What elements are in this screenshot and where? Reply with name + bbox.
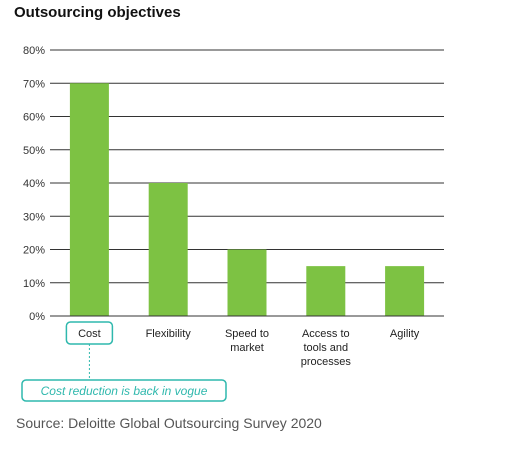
bar-chart: 0% 10% 20% 30% 40% 50% 60% 70% 80% Cost Flexibilit… bbox=[21, 45, 444, 402]
y-tick-label: 80% bbox=[23, 45, 45, 57]
y-tick-label: 60% bbox=[23, 112, 45, 124]
y-tick-label: 0% bbox=[29, 311, 45, 323]
x-tick-label: Flexibility bbox=[146, 328, 192, 340]
y-tick-label: 50% bbox=[23, 145, 45, 157]
bar bbox=[306, 266, 346, 316]
bar bbox=[227, 249, 267, 316]
y-tick-label: 40% bbox=[23, 178, 45, 190]
y-tick-label: 20% bbox=[23, 245, 45, 257]
y-tick-label: 10% bbox=[23, 278, 45, 290]
x-tick-label: Agility bbox=[390, 328, 420, 340]
bar bbox=[69, 83, 109, 316]
x-tick-label: Speed to market bbox=[225, 328, 269, 354]
chart-title: Outsourcing objectives bbox=[14, 4, 181, 21]
source-note: Source: Deloitte Global Outsourcing Surv… bbox=[16, 415, 322, 431]
x-tick-label: Access to tools and processes bbox=[301, 328, 352, 368]
annotation-text: Cost reduction is back in vogue bbox=[41, 384, 208, 398]
bar bbox=[385, 266, 425, 316]
annotation-box bbox=[21, 379, 227, 402]
y-tick-label: 70% bbox=[23, 78, 45, 90]
x-tick-label: Cost bbox=[78, 328, 101, 340]
y-tick-label: 30% bbox=[23, 211, 45, 223]
bar bbox=[148, 183, 188, 316]
